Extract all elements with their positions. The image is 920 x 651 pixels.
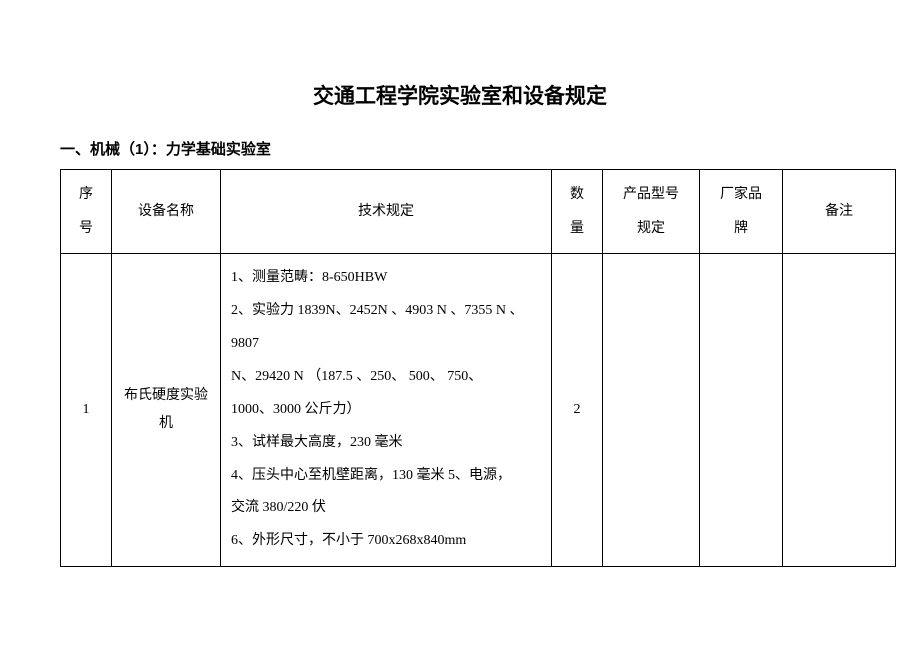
cell-seq: 1 — [61, 254, 112, 567]
spec-line: 1、测量范畴：8-650HBW — [231, 262, 541, 295]
header-text: 产品型号 — [609, 178, 693, 212]
col-header-seq: 序 号 — [61, 170, 112, 254]
header-text: 数 — [558, 178, 596, 212]
header-text: 规定 — [609, 212, 693, 246]
header-text: 备注 — [789, 195, 889, 229]
equipment-table: 序 号 设备名称 技术规定 数 量 产品型号 规定 厂家品 — [60, 169, 896, 567]
document-page: 交通工程学院实验室和设备规定 一、机械（1）：力学基础实验室 序 号 设备名称 … — [0, 0, 920, 587]
cell-brand — [700, 254, 783, 567]
cell-spec: 1、测量范畴：8-650HBW 2、实验力 1839N、2452N 、4903 … — [221, 254, 552, 567]
spec-line: N、29420 N （187.5 、250、 500、 750、 — [231, 361, 541, 394]
spec-line: 3、试样最大高度，230 毫米 — [231, 427, 541, 460]
cell-note — [783, 254, 896, 567]
col-header-note: 备注 — [783, 170, 896, 254]
col-header-name: 设备名称 — [112, 170, 221, 254]
cell-name: 布氏硬度实验机 — [112, 254, 221, 567]
cell-model — [603, 254, 700, 567]
cell-qty: 2 — [552, 254, 603, 567]
spec-line: 9807 — [231, 328, 541, 361]
header-text: 序 — [67, 178, 105, 212]
header-text: 厂家品 — [706, 178, 776, 212]
spec-line: 交流 380/220 伏 — [231, 492, 541, 525]
spec-line: 1000、3000 公斤力） — [231, 394, 541, 427]
header-text: 牌 — [706, 212, 776, 246]
section-subtitle: 一、机械（1）：力学基础实验室 — [60, 138, 860, 159]
header-text: 量 — [558, 212, 596, 246]
col-header-model: 产品型号 规定 — [603, 170, 700, 254]
col-header-spec: 技术规定 — [221, 170, 552, 254]
col-header-brand: 厂家品 牌 — [700, 170, 783, 254]
spec-line: 4、压头中心至机壁距离，130 毫米 5、电源， — [231, 460, 541, 493]
header-text: 号 — [67, 212, 105, 246]
table-row: 1 布氏硬度实验机 1、测量范畴：8-650HBW 2、实验力 1839N、24… — [61, 254, 896, 567]
spec-line: 2、实验力 1839N、2452N 、4903 N 、7355 N 、 — [231, 295, 541, 328]
table-header-row: 序 号 设备名称 技术规定 数 量 产品型号 规定 厂家品 — [61, 170, 896, 254]
col-header-qty: 数 量 — [552, 170, 603, 254]
header-text: 技术规定 — [231, 195, 541, 229]
spec-line: 6、外形尺寸，不小于 700x268x840mm — [231, 525, 541, 558]
page-title: 交通工程学院实验室和设备规定 — [60, 80, 860, 110]
header-text: 设备名称 — [118, 195, 214, 229]
